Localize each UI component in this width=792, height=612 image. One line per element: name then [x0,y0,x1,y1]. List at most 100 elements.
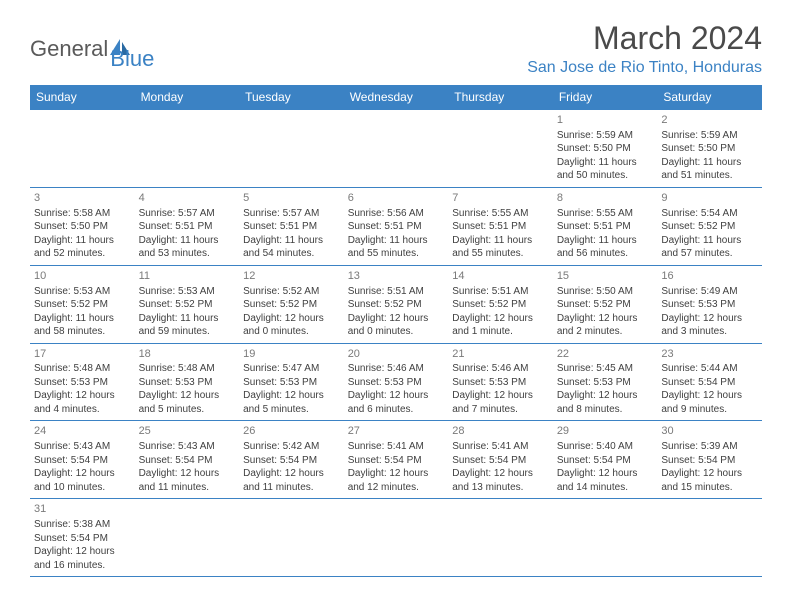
day-number: 30 [661,424,758,439]
calendar-day-cell [135,110,240,188]
day-number: 6 [348,191,445,206]
sunrise-line: Sunrise: 5:51 AM [452,285,549,299]
brand-logo: General Blue [30,20,154,72]
sunrise-line: Sunrise: 5:46 AM [452,362,549,376]
sunset-line: Sunset: 5:54 PM [557,454,654,468]
sunrise-line: Sunrise: 5:48 AM [139,362,236,376]
day-number: 26 [243,424,340,439]
calendar-day-cell: 15Sunrise: 5:50 AMSunset: 5:52 PMDayligh… [553,265,658,343]
sunset-line: Sunset: 5:53 PM [557,376,654,390]
calendar-week-row: 24Sunrise: 5:43 AMSunset: 5:54 PMDayligh… [30,421,762,499]
calendar-week-row: 17Sunrise: 5:48 AMSunset: 5:53 PMDayligh… [30,343,762,421]
sunrise-line: Sunrise: 5:49 AM [661,285,758,299]
sunset-line: Sunset: 5:51 PM [557,220,654,234]
sunset-line: Sunset: 5:54 PM [34,532,131,546]
calendar-day-cell [448,110,553,188]
day-header: Saturday [657,85,762,110]
daylight-line: Daylight: 12 hours and 6 minutes. [348,389,445,416]
sunset-line: Sunset: 5:51 PM [243,220,340,234]
calendar-day-cell: 10Sunrise: 5:53 AMSunset: 5:52 PMDayligh… [30,265,135,343]
sunset-line: Sunset: 5:54 PM [661,376,758,390]
day-number: 5 [243,191,340,206]
sunset-line: Sunset: 5:51 PM [452,220,549,234]
calendar-day-cell: 12Sunrise: 5:52 AMSunset: 5:52 PMDayligh… [239,265,344,343]
sunrise-line: Sunrise: 5:45 AM [557,362,654,376]
calendar-day-cell: 24Sunrise: 5:43 AMSunset: 5:54 PMDayligh… [30,421,135,499]
sunset-line: Sunset: 5:52 PM [557,298,654,312]
sunset-line: Sunset: 5:53 PM [34,376,131,390]
calendar-header-row: SundayMondayTuesdayWednesdayThursdayFrid… [30,85,762,110]
day-number: 23 [661,347,758,362]
calendar-day-cell [239,110,344,188]
daylight-line: Daylight: 11 hours and 57 minutes. [661,234,758,261]
daylight-line: Daylight: 12 hours and 11 minutes. [139,467,236,494]
day-header: Thursday [448,85,553,110]
day-number: 20 [348,347,445,362]
day-number: 9 [661,191,758,206]
calendar-day-cell: 3Sunrise: 5:58 AMSunset: 5:50 PMDaylight… [30,187,135,265]
day-number: 19 [243,347,340,362]
day-number: 13 [348,269,445,284]
calendar-day-cell: 14Sunrise: 5:51 AMSunset: 5:52 PMDayligh… [448,265,553,343]
page-header: General Blue March 2024 San Jose de Rio … [30,20,762,77]
daylight-line: Daylight: 12 hours and 15 minutes. [661,467,758,494]
calendar-table: SundayMondayTuesdayWednesdayThursdayFrid… [30,85,762,577]
daylight-line: Daylight: 11 hours and 52 minutes. [34,234,131,261]
day-number: 4 [139,191,236,206]
day-header: Tuesday [239,85,344,110]
sunset-line: Sunset: 5:53 PM [243,376,340,390]
calendar-day-cell: 29Sunrise: 5:40 AMSunset: 5:54 PMDayligh… [553,421,658,499]
sunset-line: Sunset: 5:52 PM [139,298,236,312]
sunset-line: Sunset: 5:53 PM [139,376,236,390]
calendar-day-cell [239,499,344,577]
sunset-line: Sunset: 5:51 PM [139,220,236,234]
calendar-day-cell: 17Sunrise: 5:48 AMSunset: 5:53 PMDayligh… [30,343,135,421]
calendar-day-cell: 8Sunrise: 5:55 AMSunset: 5:51 PMDaylight… [553,187,658,265]
day-number: 27 [348,424,445,439]
calendar-day-cell: 9Sunrise: 5:54 AMSunset: 5:52 PMDaylight… [657,187,762,265]
daylight-line: Daylight: 11 hours and 51 minutes. [661,156,758,183]
sunset-line: Sunset: 5:53 PM [661,298,758,312]
sunrise-line: Sunrise: 5:53 AM [34,285,131,299]
calendar-body: 1Sunrise: 5:59 AMSunset: 5:50 PMDaylight… [30,110,762,577]
calendar-day-cell: 28Sunrise: 5:41 AMSunset: 5:54 PMDayligh… [448,421,553,499]
sunrise-line: Sunrise: 5:43 AM [34,440,131,454]
sunrise-line: Sunrise: 5:55 AM [557,207,654,221]
sunrise-line: Sunrise: 5:48 AM [34,362,131,376]
sunset-line: Sunset: 5:50 PM [557,142,654,156]
sunrise-line: Sunrise: 5:53 AM [139,285,236,299]
day-number: 10 [34,269,131,284]
sunrise-line: Sunrise: 5:41 AM [452,440,549,454]
daylight-line: Daylight: 11 hours and 55 minutes. [348,234,445,261]
calendar-day-cell: 1Sunrise: 5:59 AMSunset: 5:50 PMDaylight… [553,110,658,188]
day-number: 28 [452,424,549,439]
sunset-line: Sunset: 5:54 PM [348,454,445,468]
sunrise-line: Sunrise: 5:39 AM [661,440,758,454]
calendar-day-cell: 25Sunrise: 5:43 AMSunset: 5:54 PMDayligh… [135,421,240,499]
sunrise-line: Sunrise: 5:44 AM [661,362,758,376]
daylight-line: Daylight: 11 hours and 56 minutes. [557,234,654,261]
sunset-line: Sunset: 5:52 PM [661,220,758,234]
sunset-line: Sunset: 5:54 PM [243,454,340,468]
daylight-line: Daylight: 12 hours and 0 minutes. [243,312,340,339]
sunrise-line: Sunrise: 5:59 AM [661,129,758,143]
sunrise-line: Sunrise: 5:38 AM [34,518,131,532]
daylight-line: Daylight: 11 hours and 50 minutes. [557,156,654,183]
day-header: Friday [553,85,658,110]
calendar-day-cell: 31Sunrise: 5:38 AMSunset: 5:54 PMDayligh… [30,499,135,577]
day-number: 8 [557,191,654,206]
sunrise-line: Sunrise: 5:43 AM [139,440,236,454]
brand-name-part1: General [30,36,108,62]
day-number: 15 [557,269,654,284]
calendar-day-cell: 21Sunrise: 5:46 AMSunset: 5:53 PMDayligh… [448,343,553,421]
calendar-day-cell [657,499,762,577]
calendar-day-cell [135,499,240,577]
calendar-day-cell: 30Sunrise: 5:39 AMSunset: 5:54 PMDayligh… [657,421,762,499]
sunset-line: Sunset: 5:51 PM [348,220,445,234]
calendar-day-cell: 4Sunrise: 5:57 AMSunset: 5:51 PMDaylight… [135,187,240,265]
daylight-line: Daylight: 12 hours and 8 minutes. [557,389,654,416]
brand-name-part2: Blue [110,46,154,71]
sunset-line: Sunset: 5:54 PM [452,454,549,468]
day-number: 16 [661,269,758,284]
daylight-line: Daylight: 11 hours and 55 minutes. [452,234,549,261]
